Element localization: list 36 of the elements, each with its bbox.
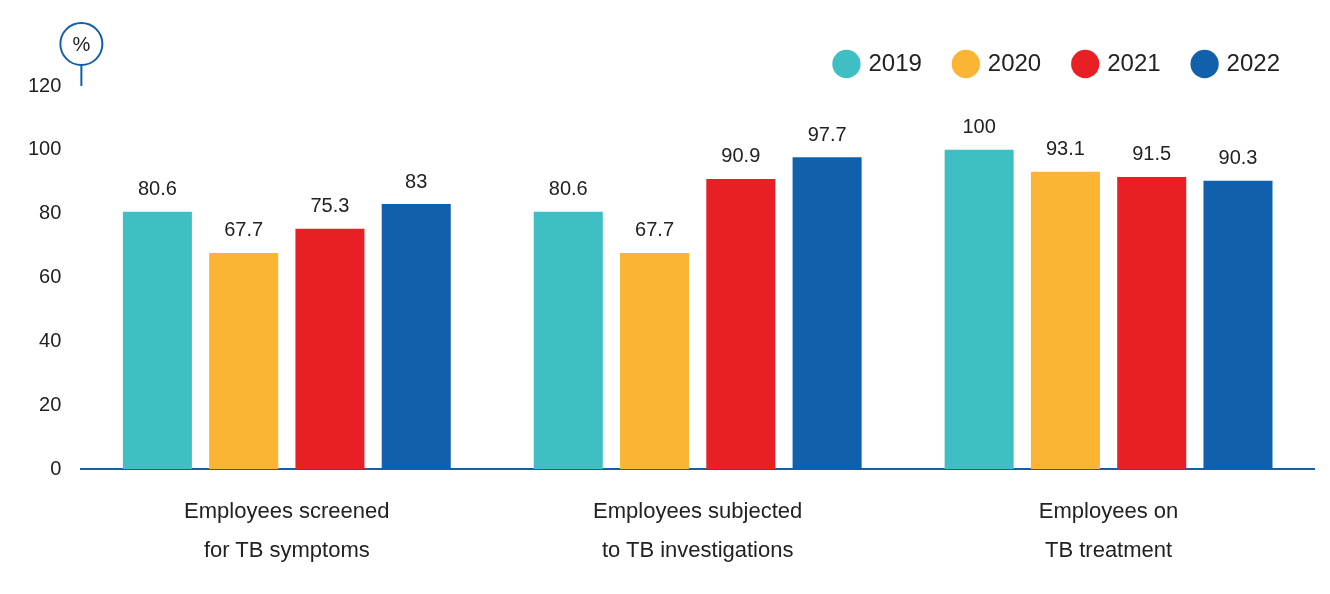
bar xyxy=(706,178,776,469)
bar xyxy=(295,228,365,469)
x-tick-label: Employees subjected to TB investigations xyxy=(593,498,803,562)
bar xyxy=(209,252,279,469)
y-axis-title: % xyxy=(72,32,91,55)
y-tick-label: 120 xyxy=(27,73,62,96)
bar xyxy=(1030,171,1100,469)
data-label: 67.7 xyxy=(635,218,675,241)
data-label: 97.7 xyxy=(807,122,847,145)
legend-label: 2020 xyxy=(987,48,1042,76)
data-label: 80.6 xyxy=(137,177,177,200)
y-tick-label: 0 xyxy=(50,456,62,479)
y-tick-label: 80 xyxy=(39,201,62,224)
data-label: 93.1 xyxy=(1045,137,1085,160)
data-label: 75.3 xyxy=(310,194,350,217)
data-label: 90.3 xyxy=(1218,146,1258,169)
data-label: 80.6 xyxy=(548,177,588,200)
bar xyxy=(533,211,603,469)
bar xyxy=(122,211,192,469)
data-label: 100 xyxy=(962,115,996,138)
y-tick-label: 20 xyxy=(39,392,62,415)
bar xyxy=(1117,176,1187,469)
data-label: 67.7 xyxy=(224,218,264,241)
data-label: 83 xyxy=(405,169,428,192)
data-label: 90.9 xyxy=(721,144,761,167)
y-tick-label: 60 xyxy=(39,265,62,288)
y-tick-label: 40 xyxy=(39,328,62,351)
legend-label: 2021 xyxy=(1107,48,1161,76)
bar xyxy=(944,149,1014,469)
bar xyxy=(620,252,690,469)
legend-label: 2022 xyxy=(1226,48,1280,76)
y-tick-label: 100 xyxy=(27,137,62,160)
data-label: 91.5 xyxy=(1132,142,1172,165)
x-tick-label: Employees on TB treatment xyxy=(1038,498,1179,562)
legend-label: 2019 xyxy=(868,48,922,76)
x-tick-label: Employees screened for TB symptoms xyxy=(184,498,390,562)
